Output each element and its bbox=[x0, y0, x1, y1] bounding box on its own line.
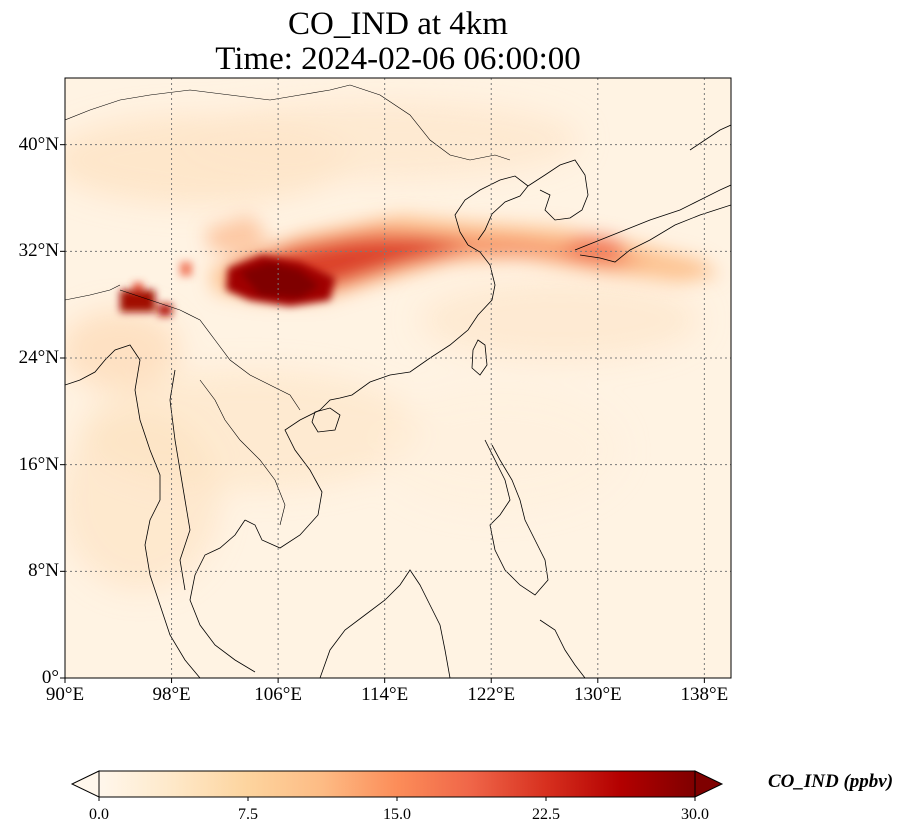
lat-tick-label: 0° bbox=[41, 667, 59, 688]
map-frame bbox=[64, 77, 732, 679]
lat-tick-label: 40°N bbox=[18, 133, 59, 155]
colorbar-extend-max bbox=[694, 770, 724, 798]
colorbar bbox=[70, 770, 724, 801]
colorbar-tick-label: 15.0 bbox=[383, 806, 411, 823]
colorbar-gradient bbox=[99, 771, 695, 797]
colorbar-tick-label: 7.5 bbox=[238, 806, 258, 823]
colorbar-title: CO_IND (ppbv) bbox=[768, 771, 894, 792]
lon-tick-label: 130°E bbox=[573, 684, 622, 705]
colorbar-extend-min bbox=[70, 770, 100, 798]
colorbar-tick-label: 22.5 bbox=[532, 806, 560, 823]
lon-tick-label: 138°E bbox=[680, 684, 729, 705]
coastline-borders bbox=[65, 84, 731, 678]
concentration-field bbox=[65, 78, 731, 678]
map-subtitle-time: Time: 2024-02-06 06:00:00 bbox=[215, 41, 581, 77]
lat-tick-label: 32°N bbox=[18, 240, 59, 262]
lon-tick-label: 98°E bbox=[152, 684, 191, 705]
lat-tick-label: 8°N bbox=[28, 560, 59, 582]
lat-tick-label: 24°N bbox=[18, 347, 59, 368]
colorbar-tick-label: 0.0 bbox=[89, 806, 109, 823]
lon-tick-label: 90°E bbox=[45, 684, 85, 705]
colorbar-tick-label: 30.0 bbox=[681, 806, 709, 823]
lat-tick-label: 16°N bbox=[18, 453, 59, 475]
gridlines bbox=[65, 78, 731, 678]
lon-tick-label: 122°E bbox=[467, 684, 516, 705]
map-title: CO_IND at 4km bbox=[288, 6, 508, 42]
lon-tick-label: 106°E bbox=[254, 684, 302, 705]
lon-tick-label: 114°E bbox=[361, 684, 409, 705]
